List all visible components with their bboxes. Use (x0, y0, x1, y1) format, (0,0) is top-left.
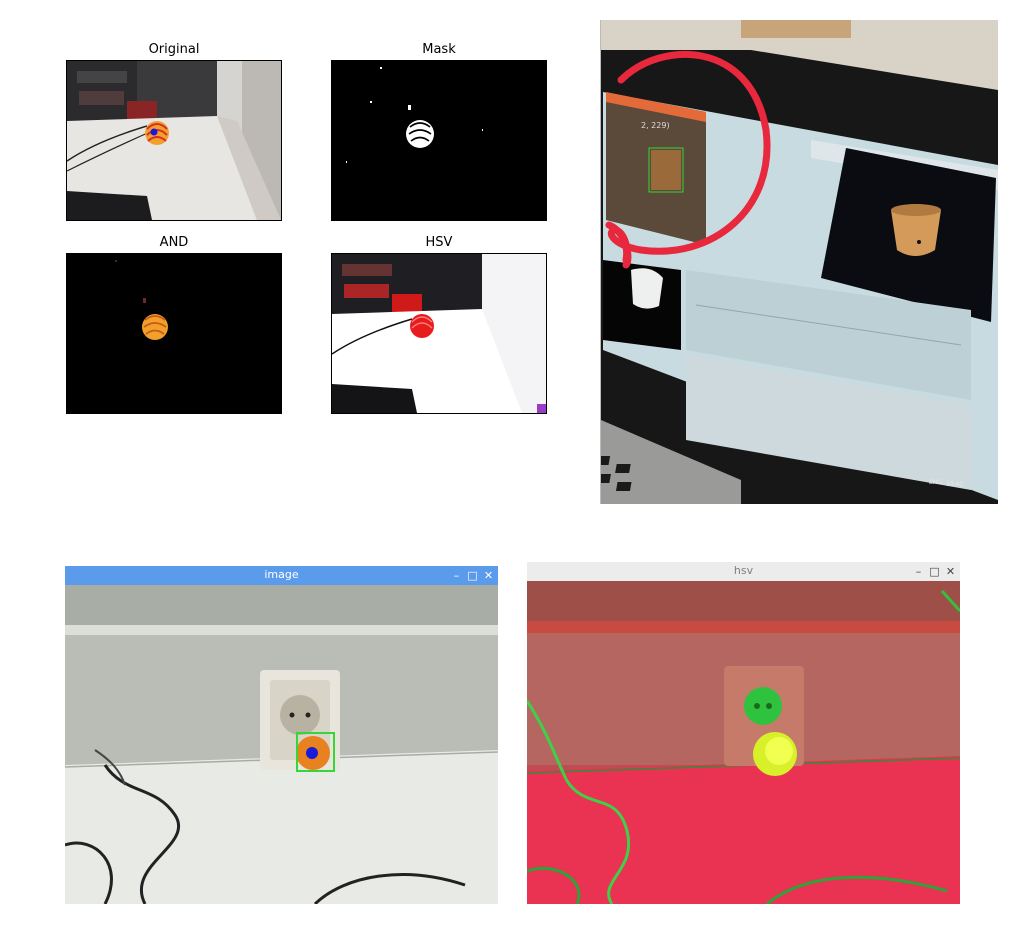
image-window-content (65, 585, 498, 904)
minimize-icon[interactable]: – (915, 564, 922, 578)
taskbar-lang-text: ENG (929, 479, 942, 486)
figure-panel-original-title: Original (148, 42, 200, 57)
hsv-window-title: hsv (733, 564, 754, 577)
figure-panel-mask (331, 60, 547, 221)
image-window: image – □ ✕ (65, 566, 498, 904)
close-icon[interactable]: ✕ (945, 564, 956, 578)
close-icon[interactable]: ✕ (483, 568, 494, 582)
figure-panel-hsv (331, 253, 547, 414)
figure-panel-mask-title: Mask (422, 42, 456, 57)
image-window-titlebar[interactable]: image – □ ✕ (65, 566, 498, 585)
laptop-photo: 2, 229) ENG 19:42 (600, 20, 998, 504)
detection-center-point (306, 747, 318, 759)
hsv-window-content (527, 581, 960, 904)
figure-panel-hsv-title: HSV (425, 235, 453, 250)
hsv-window-titlebar[interactable]: hsv – □ ✕ (527, 562, 960, 582)
taskbar-time-text: 19:42 (946, 481, 963, 488)
figure-panel-original (66, 60, 282, 221)
hsv-window: hsv – □ ✕ (527, 562, 960, 904)
minimize-icon[interactable]: – (453, 568, 460, 582)
detection-bounding-box (296, 732, 335, 772)
maximize-icon[interactable]: □ (929, 564, 940, 578)
image-window-title: image (264, 568, 299, 581)
figure-panel-and (66, 253, 282, 414)
screen-coords-text: 2, 229) (641, 121, 670, 130)
maximize-icon[interactable]: □ (467, 568, 478, 582)
figure-panel-and-title: AND (159, 235, 189, 250)
